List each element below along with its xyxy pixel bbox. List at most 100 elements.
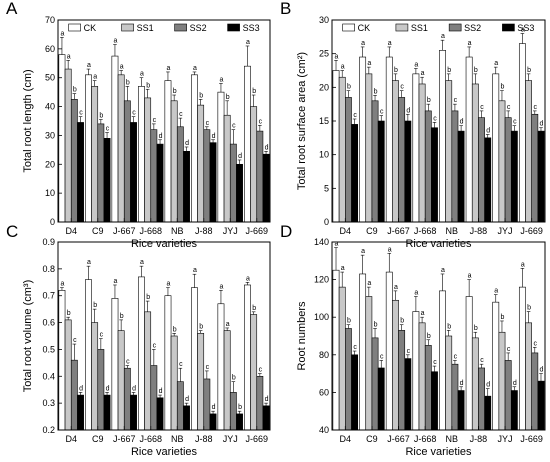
significance-letter: a: [441, 267, 445, 274]
significance-letter: d: [106, 385, 110, 392]
bar: [518, 286, 526, 431]
bar: [445, 80, 453, 223]
legend: CK SS1 SS2 SS3: [68, 23, 260, 33]
bar: [457, 130, 465, 223]
x-tick-label: JYJ: [498, 434, 513, 444]
significance-letter: d: [486, 127, 490, 134]
significance-letter: c: [407, 348, 411, 355]
series-ss3: c c c c d d d d: [351, 344, 545, 431]
bar: [229, 392, 237, 431]
bar: [256, 375, 264, 431]
bar: [183, 151, 190, 223]
x-tick-label: J-669: [245, 434, 268, 444]
significance-letter: b: [120, 313, 124, 320]
significance-letter: b: [173, 326, 177, 333]
significance-letter: c: [153, 117, 157, 124]
significance-letter: d: [132, 385, 136, 392]
y-tick-label: 60: [45, 44, 55, 54]
significance-letter: b: [374, 88, 378, 95]
y-axis-label: Root numbers: [296, 301, 308, 371]
series-ss3: c c d c d d c d: [351, 107, 545, 223]
bar: [445, 335, 453, 431]
x-axis-label: Rice varieties: [131, 238, 198, 250]
bar: [439, 49, 446, 223]
significance-letter: c: [132, 110, 136, 117]
x-tick-label: J-88: [195, 434, 213, 444]
significance-letter: a: [388, 246, 392, 253]
bar: [170, 100, 178, 223]
legend-label: SS2: [190, 23, 207, 33]
significance-letter: b: [67, 310, 71, 317]
bar: [525, 80, 532, 223]
significance-letter: c: [380, 353, 384, 360]
legend-label: SS1: [411, 23, 428, 33]
y-tick-label: 50: [45, 73, 55, 83]
significance-letter: a: [60, 281, 64, 288]
significance-letter: b: [427, 333, 431, 340]
x-tick-label: NB: [446, 434, 459, 444]
legend-label: SS3: [243, 23, 260, 33]
bar: [217, 303, 225, 431]
bar: [478, 117, 485, 223]
significance-letter: d: [406, 107, 410, 114]
significance-letter: b: [199, 92, 203, 99]
significance-letter: b: [501, 84, 505, 91]
significance-letter: a: [394, 284, 398, 291]
y-tick-label: 5: [324, 183, 329, 193]
bar: [504, 360, 512, 431]
significance-letter: a: [414, 61, 418, 68]
bar: [398, 330, 406, 431]
bar: [250, 314, 258, 431]
significance-letter: a: [521, 261, 525, 268]
legend-label: SS1: [137, 23, 154, 33]
bar: [85, 74, 92, 223]
bar: [510, 130, 518, 223]
significance-letter: c: [353, 112, 357, 119]
significance-letter: c: [100, 332, 104, 339]
panel-d: Da a a a a a a a a a a a b b b b b b b b c c c c c c c c d d d d 40 60 80 1…: [280, 222, 546, 458]
x-tick-label: NB: [171, 434, 184, 444]
significance-letter: a: [246, 39, 250, 46]
bar: [262, 405, 270, 431]
y-tick-label: 100: [314, 312, 329, 322]
bar: [398, 97, 406, 223]
bar: [223, 330, 231, 431]
y-tick-label: 0: [50, 217, 55, 227]
significance-letter: a: [140, 71, 144, 78]
y-axis-label: Total root length (cm): [22, 69, 34, 172]
significance-letter: b: [347, 318, 351, 325]
bar: [492, 73, 500, 223]
bar: [471, 337, 479, 431]
y-tick-label: 15: [319, 116, 329, 126]
significance-letter: d: [159, 388, 163, 395]
significance-letter: a: [87, 259, 91, 266]
bar: [531, 352, 539, 431]
significance-letter: c: [507, 104, 511, 111]
bar: [176, 381, 184, 431]
significance-letter: a: [246, 275, 250, 282]
y-tick-label: 70: [45, 15, 55, 25]
significance-letter: d: [79, 385, 83, 392]
significance-letter: c: [106, 126, 110, 133]
panel-label: D: [280, 222, 292, 241]
bar: [164, 80, 172, 223]
significance-letter: a: [521, 26, 525, 33]
significance-letter: b: [527, 305, 531, 312]
bar: [484, 137, 492, 223]
significance-letter: b: [226, 94, 230, 101]
x-tick-label: J-667: [113, 434, 136, 444]
bar: [385, 56, 393, 223]
bar: [85, 279, 92, 431]
bar: [64, 319, 72, 431]
x-tick-label: C9: [92, 434, 104, 444]
legend-swatch: [227, 23, 240, 32]
legend-swatch: [68, 23, 81, 32]
significance-letter: b: [73, 87, 77, 94]
significance-letter: c: [73, 337, 77, 344]
bar: [404, 120, 412, 223]
significance-letter: d: [460, 119, 464, 126]
bar: [203, 129, 211, 223]
bar: [525, 322, 532, 431]
